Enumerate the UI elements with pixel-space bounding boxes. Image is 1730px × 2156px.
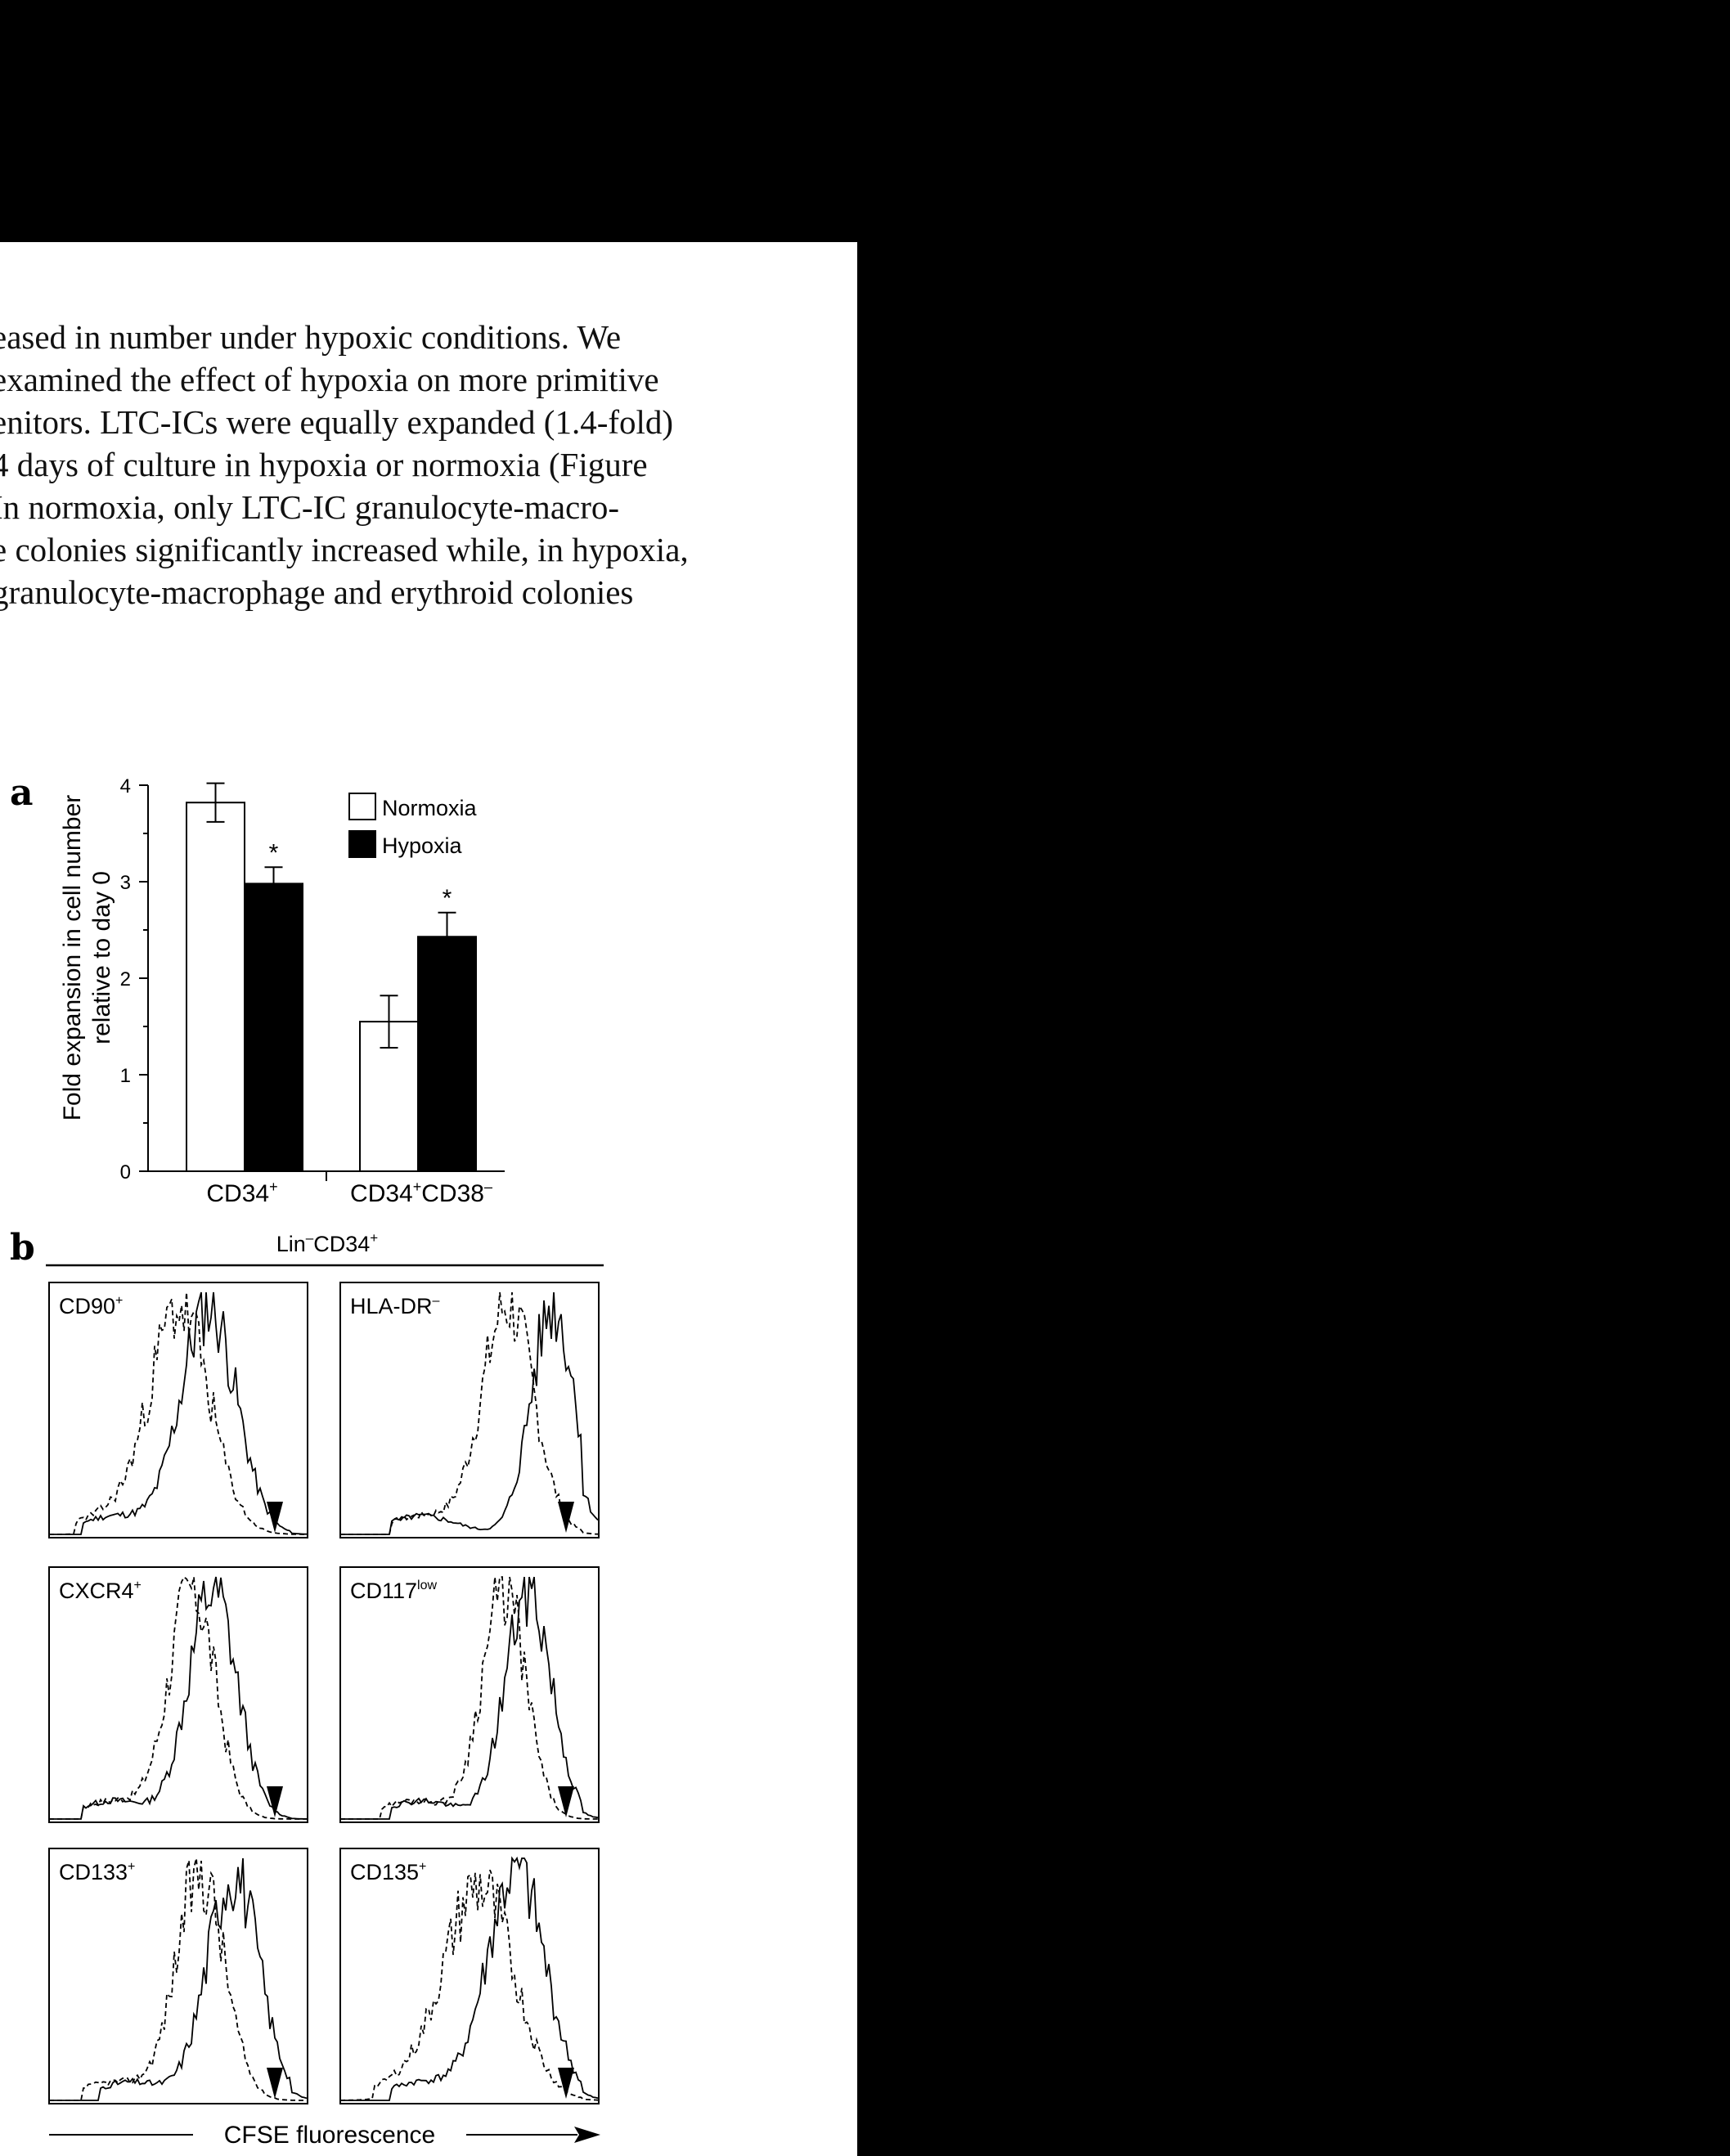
histogram-label: CD90+: [59, 1294, 123, 1318]
arrow-right-icon: [574, 2127, 600, 2143]
histogram-cd117: CD117low: [339, 1566, 600, 1823]
y-tick-label: 4: [120, 775, 131, 797]
y-tick-label: 2: [120, 968, 131, 990]
panel-letter-b: b: [10, 1227, 35, 1269]
x-tick-label: CD34+: [206, 1179, 277, 1207]
hypoxia-curve: [49, 1857, 308, 2101]
histogram-label: CD117low: [350, 1579, 438, 1603]
arrowhead-icon: [558, 2068, 574, 2099]
normoxia-curve: [49, 1575, 307, 1820]
text-line: 4 days of culture in hypoxia or normoxia…: [0, 446, 648, 483]
normoxia-curve: [340, 1576, 598, 1820]
x-axis-label: CFSE fluorescence: [224, 2122, 435, 2149]
histogram-grid: CD90+ HLA-DR– CXCR4+ CD117: [48, 1282, 600, 2104]
histogram-frame: [48, 1848, 308, 2104]
histogram-frame: [339, 1566, 600, 1823]
x-tick-label: CD34+CD38–: [350, 1179, 492, 1207]
arrowhead-icon: [267, 1786, 283, 1817]
normoxia-curve: [340, 1869, 599, 2101]
histogram-frame: [339, 1848, 600, 2104]
panel-b-header: Lin–CD34+: [276, 1230, 379, 1256]
histogram-frame: [48, 1566, 308, 1823]
hypoxia-curve: [340, 1856, 599, 2101]
histogram-label: HLA-DR–: [350, 1294, 440, 1318]
histogram-panel: b Lin–CD34+ CD90+ HLA-DR– CXCR4+: [10, 1227, 604, 2149]
arrowhead-icon: [267, 1502, 283, 1533]
y-axis-label: Fold expansion in cell number: [59, 795, 86, 1121]
y-ticks: 0 1 2 3 4: [120, 775, 148, 1184]
histogram-cd135: CD135+: [339, 1848, 600, 2104]
legend-swatch-hypoxia: [348, 830, 376, 858]
normoxia-curve: [49, 1291, 307, 1535]
legend-swatch-normoxia: [348, 793, 376, 820]
bar-hypoxia: [244, 883, 303, 1173]
hypoxia-curve: [340, 1576, 599, 1820]
text-line: enitors. LTC-ICs were equally expanded (…: [0, 403, 674, 441]
arrowhead-icon: [267, 2068, 283, 2099]
histogram-cxcr4: CXCR4+: [48, 1566, 308, 1823]
histogram-cd133: CD133+: [48, 1848, 308, 2104]
histogram-label: CD135+: [350, 1860, 426, 1884]
normoxia-curve: [49, 1857, 307, 2101]
bar-hypoxia: [417, 936, 477, 1172]
bars-layer: **: [186, 782, 477, 1173]
bar-chart: a Fold expansion in cell number relative…: [10, 772, 505, 1207]
significance-asterisk: *: [443, 885, 452, 912]
arrowhead-icon: [558, 1786, 574, 1817]
y-axis-label: relative to day 0: [88, 871, 115, 1044]
hypoxia-curve: [49, 1576, 307, 1820]
histogram-label: CXCR4+: [59, 1579, 142, 1603]
text-line: In normoxia, only LTC-IC granulocyte-mac…: [0, 488, 620, 526]
bar-normoxia: [186, 802, 245, 1173]
text-line: e colonies significantly increased while…: [0, 531, 689, 568]
histogram-label: CD133+: [59, 1860, 135, 1884]
y-tick-label: 1: [120, 1065, 131, 1087]
body-text: eased in number under hypoxic conditions…: [0, 316, 843, 613]
legend-label-normoxia: Normoxia: [382, 796, 478, 820]
histogram-cd90: CD90+: [48, 1282, 308, 1538]
y-tick-label: 3: [120, 872, 131, 894]
hypoxia-curve: [340, 1291, 599, 1535]
panel-letter-a: a: [10, 772, 34, 814]
text-line: examined the effect of hypoxia on more p…: [0, 361, 659, 398]
hypoxia-curve: [49, 1291, 307, 1535]
text-line: granulocyte-macrophage and erythroid col…: [0, 573, 634, 611]
y-tick-label: 0: [120, 1161, 131, 1184]
histogram-hla-dr: HLA-DR–: [339, 1282, 600, 1538]
legend-label-hypoxia: Hypoxia: [382, 833, 463, 858]
text-line: eased in number under hypoxic conditions…: [0, 318, 622, 356]
arrowhead-icon: [558, 1502, 574, 1533]
figure-page: eased in number under hypoxic conditions…: [0, 242, 857, 2156]
significance-asterisk: *: [269, 839, 279, 866]
